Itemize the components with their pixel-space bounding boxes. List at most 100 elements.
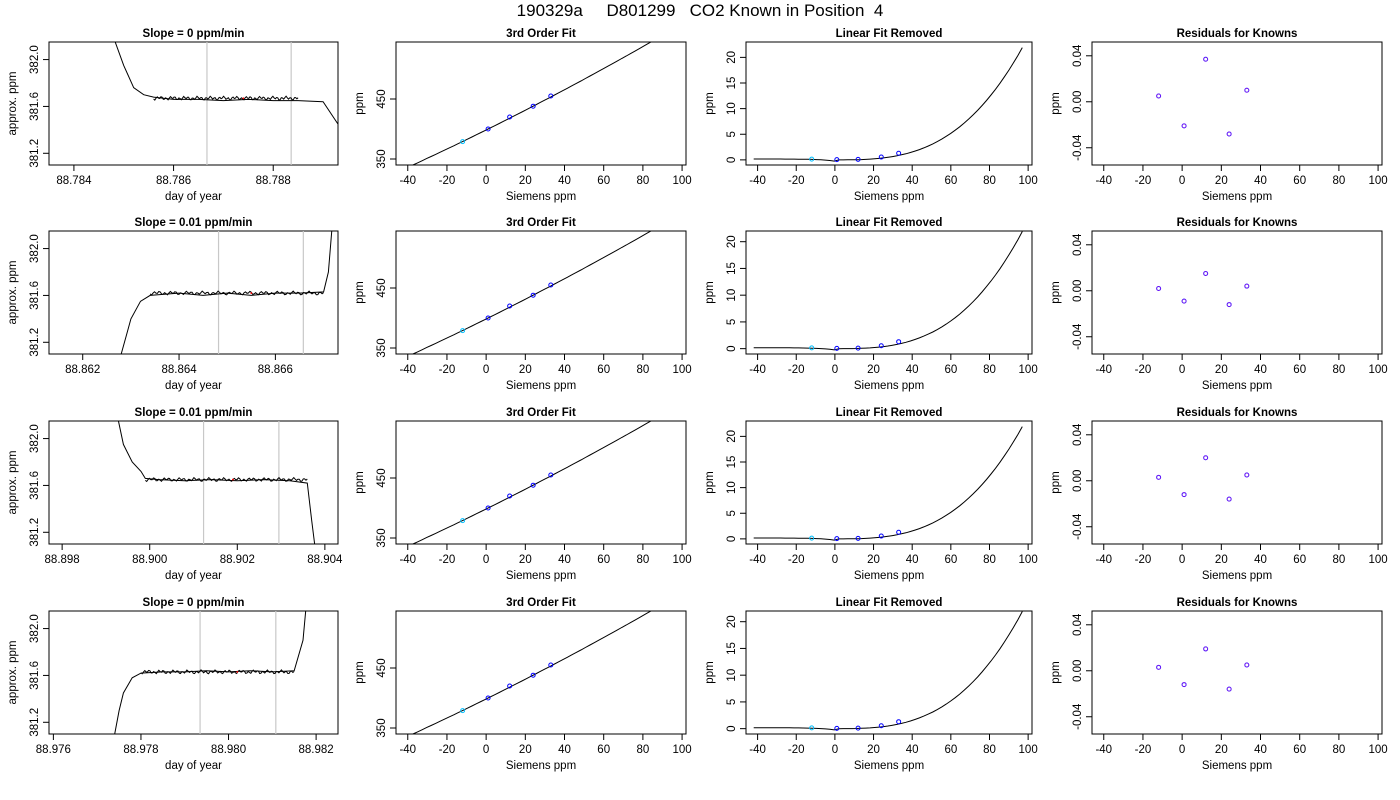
fit-curve bbox=[411, 231, 652, 354]
x-tick-label: -40 bbox=[749, 554, 766, 566]
y-tick-label: 382.0 bbox=[29, 45, 41, 74]
x-tick-label: 60 bbox=[1293, 364, 1306, 376]
mean-marker bbox=[232, 478, 234, 481]
x-axis-label: Siemens ppm bbox=[1202, 760, 1272, 772]
data-point-outline bbox=[1226, 302, 1232, 307]
panel-title: Slope = 0.01 ppm/min bbox=[135, 407, 253, 419]
y-tick-label: -0.04 bbox=[1072, 323, 1084, 350]
x-tick-label: 100 bbox=[1019, 364, 1038, 376]
x-tick-label: -20 bbox=[439, 554, 456, 566]
y-tick-label: 381.2 bbox=[29, 518, 41, 547]
x-tick-label: 40 bbox=[906, 364, 919, 376]
panel-1-2: Linear Fit Removed -40 -20 0 20 40 60 80 100 0 5 10… bbox=[704, 217, 1038, 392]
panel-3-2: Linear Fit Removed -40 -20 0 20 40 60 80 100 0 5 10… bbox=[704, 597, 1038, 772]
series-line bbox=[120, 231, 333, 354]
x-tick-label: 0 bbox=[483, 744, 489, 756]
x-tick-label: -40 bbox=[399, 744, 416, 756]
x-axis-label: day of year bbox=[165, 570, 222, 582]
x-tick-label: 60 bbox=[597, 554, 610, 566]
panel-title: 3rd Order Fit bbox=[506, 407, 576, 419]
panel-title: Residuals for Knowns bbox=[1177, 28, 1298, 40]
x-axis-label: Siemens ppm bbox=[1202, 570, 1272, 582]
mean-marker bbox=[236, 671, 239, 673]
data-point-outline bbox=[1156, 286, 1161, 291]
y-tick-label: 0 bbox=[726, 536, 738, 542]
panel-title: Linear Fit Removed bbox=[836, 217, 943, 229]
panel-title: Linear Fit Removed bbox=[836, 28, 943, 40]
x-tick-label: 80 bbox=[636, 554, 649, 566]
x-tick-label: 20 bbox=[519, 175, 532, 187]
y-tick-label: 382.0 bbox=[29, 614, 41, 643]
x-axis-label: Siemens ppm bbox=[1202, 380, 1272, 392]
y-axis-label: approx. ppm bbox=[7, 641, 19, 705]
data-point bbox=[809, 535, 815, 541]
x-tick-label: 88.898 bbox=[45, 554, 80, 566]
panel-2-2: Linear Fit Removed -40 -20 0 20 40 60 80 100 0 5 10… bbox=[704, 407, 1038, 582]
data-point-outline bbox=[1244, 662, 1250, 668]
x-tick-label: 0 bbox=[832, 175, 838, 187]
series-noise bbox=[153, 95, 299, 101]
panel-title: 3rd Order Fit bbox=[506, 28, 576, 40]
y-tick-label: 15 bbox=[726, 456, 738, 469]
panel-1-1: 3rd Order Fit -40 -20 0 20 40 60 80 100 350 450 Sie… bbox=[354, 217, 692, 392]
x-tick-label: 60 bbox=[944, 364, 957, 376]
data-point bbox=[834, 725, 840, 731]
data-point bbox=[809, 156, 815, 162]
y-axis-label: ppm bbox=[704, 471, 716, 493]
plot-frame bbox=[395, 230, 687, 355]
x-tick-label: 100 bbox=[1368, 554, 1387, 566]
x-tick-label: 20 bbox=[519, 364, 532, 376]
x-tick-label: 80 bbox=[983, 175, 996, 187]
y-tick-label: 5 bbox=[726, 319, 738, 325]
data-point-outline bbox=[1203, 646, 1208, 652]
y-tick-label: 382.0 bbox=[29, 424, 41, 453]
x-axis-label: Siemens ppm bbox=[854, 191, 924, 203]
x-axis-label: Siemens ppm bbox=[854, 380, 924, 392]
x-tick-label: 60 bbox=[1293, 554, 1306, 566]
y-tick-label: 450 bbox=[376, 468, 388, 487]
y-axis-label: ppm bbox=[704, 661, 716, 683]
plot-area bbox=[114, 611, 307, 734]
x-tick-label: 40 bbox=[558, 175, 571, 187]
y-tick-label: 0 bbox=[726, 345, 738, 351]
x-axis-label: Siemens ppm bbox=[506, 760, 576, 772]
x-tick-label: 60 bbox=[1293, 744, 1306, 756]
data-point bbox=[460, 518, 466, 524]
data-point bbox=[485, 315, 491, 321]
x-tick-label: 88.982 bbox=[299, 744, 334, 756]
plot-area bbox=[1156, 646, 1250, 692]
x-tick-label: 40 bbox=[1254, 364, 1267, 376]
x-tick-label: -40 bbox=[399, 364, 416, 376]
x-tick-label: 88.862 bbox=[65, 364, 100, 376]
x-tick-label: -20 bbox=[788, 554, 805, 566]
data-point-outline bbox=[1226, 496, 1232, 502]
x-tick-label: 60 bbox=[597, 744, 610, 756]
x-tick-label: -40 bbox=[749, 364, 766, 376]
fit-curve bbox=[411, 421, 652, 544]
data-point bbox=[855, 345, 861, 351]
mean-marker bbox=[250, 292, 253, 294]
data-point-outline bbox=[1226, 131, 1232, 137]
plot-frame bbox=[395, 610, 687, 735]
plot-area bbox=[753, 231, 1023, 351]
data-point bbox=[855, 535, 861, 541]
y-tick-label: 15 bbox=[726, 642, 738, 655]
panel-title: 3rd Order Fit bbox=[506, 217, 576, 229]
y-tick-label: 5 bbox=[726, 510, 738, 516]
plot-area bbox=[411, 421, 652, 544]
x-tick-label: 88.902 bbox=[220, 554, 255, 566]
x-tick-label: -20 bbox=[439, 175, 456, 187]
y-tick-label: 10 bbox=[726, 289, 738, 302]
y-axis-label: approx. ppm bbox=[7, 72, 19, 136]
x-tick-label: 0 bbox=[832, 554, 838, 566]
x-tick-label: 20 bbox=[1215, 175, 1228, 187]
plot-frame bbox=[48, 230, 339, 355]
plot-area bbox=[411, 231, 652, 354]
x-tick-label: -20 bbox=[1135, 554, 1152, 566]
data-point-outline bbox=[1181, 682, 1187, 687]
fit-curve bbox=[411, 42, 652, 165]
y-tick-label: 0.00 bbox=[1072, 470, 1084, 492]
x-tick-label: 60 bbox=[597, 175, 610, 187]
x-tick-label: 40 bbox=[1254, 744, 1267, 756]
mean-marker bbox=[242, 97, 245, 100]
